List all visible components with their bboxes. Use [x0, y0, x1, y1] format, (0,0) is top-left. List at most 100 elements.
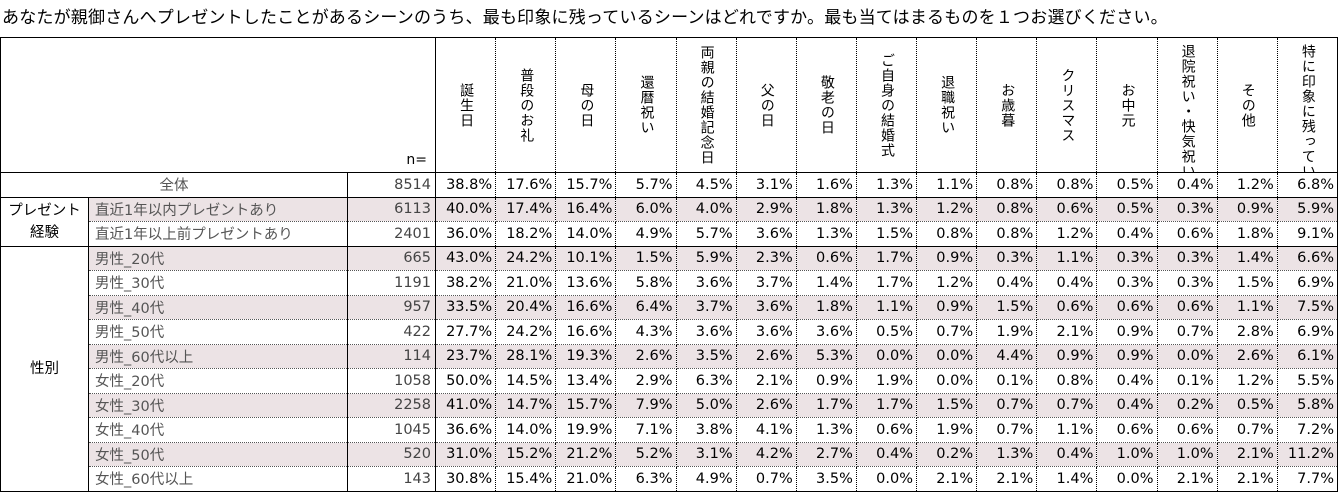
percent-cell: 5.9% [1277, 197, 1339, 222]
percent-cell: 5.5% [1277, 368, 1339, 394]
percent-cell: 0.9% [1217, 197, 1278, 222]
percent-cell: 2.6% [1217, 344, 1278, 369]
percent-cell: 43.0% [435, 246, 497, 271]
column-header-label: 敬老の日 [818, 75, 835, 135]
percent-cell: 5.8% [1277, 393, 1339, 418]
column-header: お歳暮 [976, 37, 1038, 173]
percent-cell: 0.8% [1036, 368, 1098, 394]
percent-cell: 40.0% [435, 197, 497, 222]
percent-cell: 6.3% [615, 466, 677, 492]
percent-cell: 1.3% [856, 172, 918, 198]
percent-cell: 1.8% [796, 197, 857, 222]
percent-cell: 6.6% [1277, 246, 1339, 271]
percent-cell: 17.6% [495, 172, 557, 198]
percent-cell: 2.9% [615, 368, 677, 394]
percent-cell: 0.7% [1217, 417, 1278, 443]
percent-cell: 2.1% [1217, 442, 1278, 467]
percent-cell: 3.6% [736, 221, 797, 247]
percent-cell: 0.4% [1036, 270, 1098, 296]
row-group-label: 性別 [0, 246, 89, 492]
percent-cell: 0.4% [856, 442, 918, 467]
percent-cell: 21.0% [555, 466, 617, 492]
percent-cell: 2.7% [796, 442, 857, 467]
row-label: 女性_20代 [88, 368, 348, 394]
survey-question-title: あなたが親御さんへプレゼントしたことがあるシーンのうち、最も印象に残っているシー… [2, 8, 1168, 28]
percent-cell: 1.8% [796, 295, 857, 320]
percent-cell: 21.2% [555, 442, 617, 467]
column-header-label: 退職祝い [939, 75, 956, 135]
percent-cell: 9.1% [1277, 221, 1339, 247]
percent-cell: 5.8% [615, 270, 677, 296]
table-row: 男性_40代 957 33.5% 20.4% 16.6% 6.4% 3.7% 3.6% 1.8%… [1, 295, 1339, 320]
sample-size: 1058 [347, 368, 437, 394]
percent-cell: 4.1% [736, 417, 797, 443]
percent-cell: 0.6% [796, 246, 857, 271]
percent-cell: 1.2% [916, 270, 978, 296]
percent-cell: 6.1% [1277, 344, 1339, 369]
percent-cell: 6.3% [676, 368, 737, 394]
percent-cell: 38.2% [435, 270, 497, 296]
percent-cell: 0.3% [1157, 246, 1218, 271]
row-label: 男性_30代 [88, 270, 348, 296]
table-row: 直近1年以上前プレゼントあり 2401 36.0% 18.2% 14.0% 4.9% 5.7… [1, 221, 1339, 247]
percent-cell: 0.4% [1096, 393, 1158, 418]
percent-cell: 1.1% [856, 295, 918, 320]
percent-cell: 0.5% [1096, 197, 1158, 222]
sample-size: 2258 [347, 393, 437, 418]
percent-cell: 2.1% [1036, 319, 1098, 345]
percent-cell: 3.1% [676, 442, 737, 467]
percent-cell: 16.6% [555, 319, 617, 345]
table-row: 女性_40代 1045 36.6% 14.0% 19.9% 7.1% 3.8% 4.1% 1.3… [1, 417, 1339, 443]
percent-cell: 4.9% [676, 466, 737, 492]
percent-cell: 1.7% [856, 246, 918, 271]
percent-cell: 1.9% [916, 417, 978, 443]
table-row: プレゼント経験 直近1年以内プレゼントあり 6113 40.0% 17.4% 16.4% 6… [0, 197, 1339, 247]
column-header: 両親の結婚記念日 [676, 37, 737, 173]
percent-cell: 27.7% [435, 319, 497, 345]
crosstab-table: n= 誕生日 普段のお礼 母の日 還暦祝い 両親の結婚記念日 父の日 敬老の日 ご自身の結婚式… [0, 37, 1339, 492]
percent-cell: 0.0% [1096, 466, 1158, 492]
percent-cell: 1.1% [916, 172, 978, 198]
percent-cell: 19.9% [555, 417, 617, 443]
percent-cell: 24.2% [495, 246, 557, 271]
percent-cell: 6.9% [1277, 319, 1339, 345]
percent-cell: 1.4% [796, 270, 857, 296]
column-header: 母の日 [555, 37, 617, 173]
percent-cell: 0.7% [976, 417, 1038, 443]
percent-cell: 19.3% [555, 344, 617, 369]
column-header-label: 両親の結婚記念日 [698, 45, 715, 165]
percent-cell: 0.1% [1157, 368, 1218, 394]
sample-size: 1191 [347, 270, 437, 296]
sample-size: 8514 [347, 172, 437, 198]
percent-cell: 0.9% [1096, 344, 1158, 369]
percent-cell: 1.2% [1036, 221, 1098, 247]
percent-cell: 1.7% [856, 270, 918, 296]
percent-cell: 3.6% [736, 295, 797, 320]
percent-cell: 0.3% [1157, 270, 1218, 296]
percent-cell: 2.6% [736, 393, 797, 418]
row-label: 女性_40代 [88, 417, 348, 443]
percent-cell: 0.0% [856, 466, 918, 492]
column-header-label: クリスマス [1059, 67, 1076, 143]
percent-cell: 0.8% [976, 172, 1038, 198]
percent-cell: 4.0% [676, 197, 737, 222]
percent-cell: 31.0% [435, 442, 497, 467]
percent-cell: 0.4% [1157, 172, 1218, 198]
table-row: 男性_60代以上 114 23.7% 28.1% 19.3% 2.6% 3.5% 2.6% 5.… [1, 344, 1339, 369]
percent-cell: 1.5% [916, 393, 978, 418]
percent-cell: 0.8% [976, 197, 1038, 222]
row-label: 男性_40代 [88, 295, 348, 320]
percent-cell: 4.2% [736, 442, 797, 467]
percent-cell: 0.1% [976, 368, 1038, 394]
percent-cell: 1.4% [1036, 466, 1098, 492]
percent-cell: 15.2% [495, 442, 557, 467]
column-header-label: 父の日 [758, 82, 775, 128]
column-header: お中元 [1096, 37, 1158, 173]
percent-cell: 5.3% [796, 344, 857, 369]
percent-cell: 0.2% [916, 442, 978, 467]
column-header: 退院祝い・快気祝い [1157, 37, 1218, 173]
percent-cell: 24.2% [495, 319, 557, 345]
percent-cell: 1.4% [1217, 246, 1278, 271]
header-corner: n= [0, 37, 437, 173]
percent-cell: 1.9% [976, 319, 1038, 345]
